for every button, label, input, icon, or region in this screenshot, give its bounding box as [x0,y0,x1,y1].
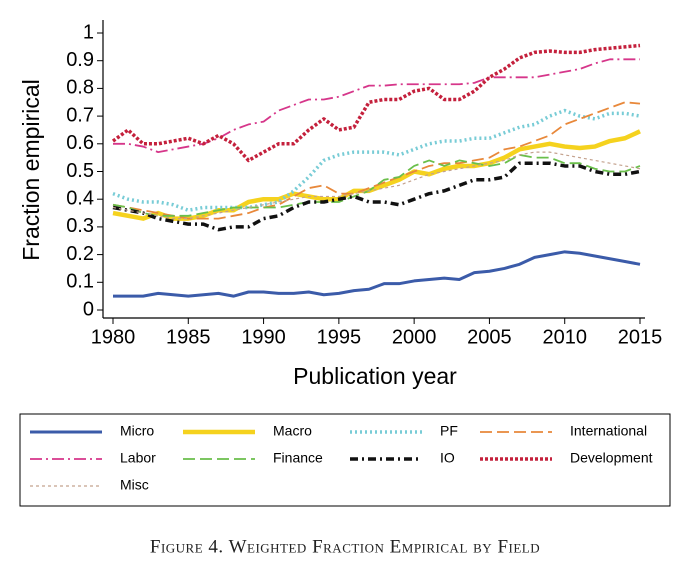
y-tick-label: 0.6 [66,132,94,154]
legend-label: Labor [120,450,156,466]
legend-label: Macro [273,423,312,439]
x-tick-label: 1985 [166,326,211,348]
y-tick-label: 0.8 [66,77,94,99]
series-line [112,153,641,217]
y-tick-label: 0.3 [66,215,94,237]
y-tick-label: 0 [83,298,94,320]
series-line [113,58,640,154]
legend-label: Development [570,450,653,466]
series-line [112,129,641,221]
y-tick-label: 0.7 [66,104,94,126]
x-tick-label: 1980 [91,326,136,348]
y-tick-label: 0.1 [66,271,94,293]
y-tick-label: 1 [83,21,94,43]
legend-label: IO [440,450,455,466]
x-tick-label: 1990 [241,326,286,348]
legend-label: Finance [273,450,323,466]
legend-label: Misc [120,477,149,493]
y-tick-label: 0.4 [66,187,94,209]
legend-label: International [570,423,647,439]
legend-label: PF [440,423,458,439]
x-tick-label: 2010 [542,326,587,348]
y-axis-title: Fraction empirical [18,79,44,261]
y-tick-label: 0.5 [66,160,94,182]
series-line [113,250,641,298]
x-tick-label: 1995 [317,326,362,348]
series-line [111,43,641,163]
x-axis-title: Publication year [293,363,457,389]
legend-box [19,413,671,507]
series-line [112,101,641,220]
caption: Figure 4. Weighted Fraction Empirical by… [150,536,540,557]
x-tick-label: 2000 [392,326,437,348]
y-tick-label: 0.9 [66,49,94,71]
legend-label: Micro [120,423,154,439]
y-tick-label: 0.2 [66,243,94,265]
series-line [112,108,641,213]
x-tick-label: 2015 [618,326,663,348]
series-line [112,161,641,232]
x-tick-label: 2005 [467,326,512,348]
